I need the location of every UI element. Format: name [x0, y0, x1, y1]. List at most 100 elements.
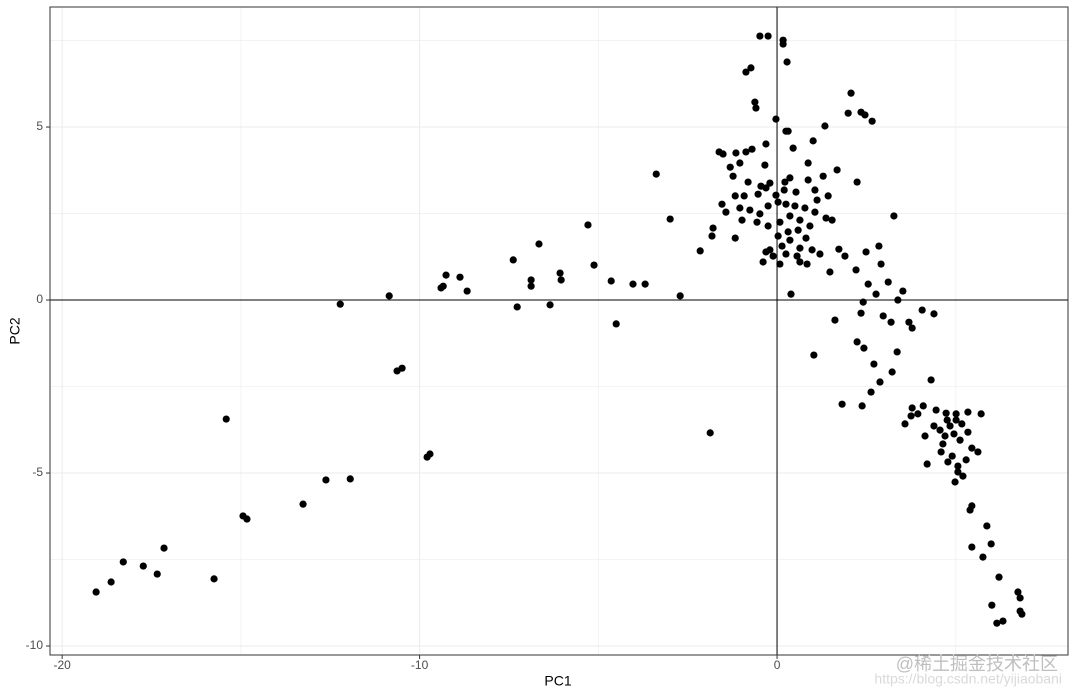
point — [838, 400, 846, 408]
point — [762, 184, 770, 192]
point — [919, 402, 927, 410]
point — [738, 216, 746, 224]
point — [772, 191, 780, 199]
y-tick-label: 0 — [36, 292, 43, 306]
point — [439, 282, 447, 290]
point — [932, 406, 940, 414]
y-tick-label: -10 — [26, 638, 44, 652]
point — [887, 318, 895, 326]
point — [995, 573, 1003, 581]
point — [983, 522, 991, 530]
y-tick-label: 5 — [36, 119, 43, 133]
point — [160, 544, 168, 552]
plot-border — [49, 6, 1069, 656]
point — [527, 276, 535, 284]
point — [948, 452, 956, 460]
point — [742, 148, 750, 156]
point — [299, 500, 307, 508]
point — [826, 268, 834, 276]
x-tick-label: -20 — [53, 658, 71, 672]
point — [336, 300, 344, 308]
point — [908, 404, 916, 412]
point — [746, 206, 754, 214]
point — [766, 179, 774, 187]
point — [696, 247, 704, 255]
point — [535, 240, 543, 248]
point — [936, 426, 944, 434]
point — [726, 163, 734, 171]
point — [879, 312, 887, 320]
point — [584, 221, 592, 229]
point — [937, 448, 945, 456]
point — [786, 236, 794, 244]
point — [754, 190, 762, 198]
point — [872, 290, 880, 298]
point — [890, 212, 898, 220]
point — [119, 558, 127, 566]
point — [959, 472, 967, 480]
point — [824, 192, 832, 200]
point — [809, 137, 817, 145]
point — [918, 306, 926, 314]
point — [950, 430, 958, 438]
point — [346, 475, 354, 483]
point — [778, 242, 786, 250]
point — [858, 402, 866, 410]
point — [641, 280, 649, 288]
point — [796, 258, 804, 266]
point — [968, 543, 976, 551]
point — [780, 186, 788, 194]
x-tick-label: 0 — [774, 658, 781, 672]
point — [941, 432, 949, 440]
point — [979, 553, 987, 561]
point — [719, 150, 727, 158]
point — [977, 410, 985, 418]
point — [804, 176, 812, 184]
point — [870, 360, 878, 368]
point — [748, 145, 756, 153]
point — [853, 338, 861, 346]
point — [958, 420, 966, 428]
point — [894, 296, 902, 304]
point — [509, 256, 517, 264]
point — [810, 351, 818, 359]
point — [786, 174, 794, 182]
point — [752, 104, 760, 112]
point — [1018, 610, 1026, 618]
point — [803, 260, 811, 268]
point — [709, 224, 717, 232]
point — [822, 214, 830, 222]
point — [513, 303, 521, 311]
point — [793, 252, 801, 260]
point — [954, 462, 962, 470]
point — [857, 309, 865, 317]
point — [736, 204, 744, 212]
point — [762, 248, 770, 256]
point — [862, 248, 870, 256]
point — [92, 588, 100, 596]
point — [952, 410, 960, 418]
point — [801, 204, 809, 212]
point — [706, 429, 714, 437]
point — [756, 32, 764, 40]
point — [736, 159, 744, 167]
point — [952, 416, 960, 424]
point — [927, 376, 935, 384]
point — [398, 364, 406, 372]
point — [786, 212, 794, 220]
point — [914, 410, 922, 418]
point — [784, 228, 792, 236]
watermark-site: @稀土掘金技术社区 — [896, 654, 1058, 674]
point — [993, 619, 1001, 627]
point — [791, 202, 799, 210]
point — [968, 444, 976, 452]
point — [966, 506, 974, 514]
point — [764, 32, 772, 40]
point — [751, 98, 759, 106]
point — [796, 216, 804, 224]
point — [1014, 588, 1022, 596]
point — [964, 428, 972, 436]
point — [859, 298, 867, 306]
point — [844, 109, 852, 117]
